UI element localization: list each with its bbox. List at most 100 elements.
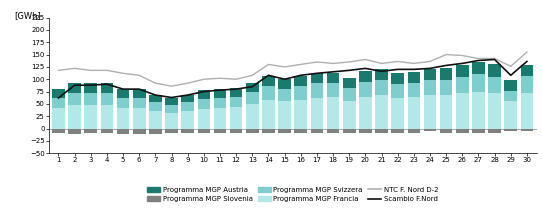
Bar <box>246 104 259 129</box>
Bar <box>327 73 339 83</box>
Bar <box>52 129 65 132</box>
Bar <box>85 129 97 132</box>
Bar <box>311 129 323 132</box>
Bar <box>214 89 227 98</box>
Bar <box>359 82 372 97</box>
Bar <box>68 83 81 93</box>
Bar <box>165 105 178 113</box>
Bar <box>359 129 372 132</box>
Bar <box>520 129 533 131</box>
Bar <box>133 129 146 134</box>
Bar <box>230 88 242 97</box>
Bar <box>68 129 81 134</box>
Bar <box>182 102 194 111</box>
Bar <box>505 80 517 91</box>
Bar <box>505 91 517 101</box>
Bar <box>246 129 259 132</box>
Bar <box>230 97 242 107</box>
Bar <box>520 65 533 76</box>
Bar <box>505 129 517 131</box>
Bar <box>311 83 323 98</box>
Legend: Programma MGP Austria, Programma MGP Slovenia, Programma MGP Svizzera, Programma: Programma MGP Austria, Programma MGP Slo… <box>147 187 438 202</box>
Bar <box>278 129 291 132</box>
Bar <box>327 83 339 97</box>
Bar <box>149 102 162 111</box>
Bar <box>408 83 420 97</box>
Bar <box>294 86 307 100</box>
Bar <box>52 98 65 108</box>
Bar <box>85 93 97 105</box>
Bar <box>488 93 501 129</box>
Bar <box>294 129 307 132</box>
Bar <box>68 105 81 129</box>
Bar <box>230 107 242 129</box>
Bar <box>440 95 453 129</box>
Bar <box>230 129 242 132</box>
Bar <box>117 89 130 98</box>
Bar <box>165 129 178 132</box>
Bar <box>456 77 469 93</box>
Bar <box>262 86 275 100</box>
Bar <box>117 98 130 108</box>
Bar <box>520 76 533 93</box>
Bar <box>408 97 420 129</box>
Bar <box>165 97 178 105</box>
Bar <box>117 108 130 129</box>
Bar <box>391 84 404 98</box>
Bar <box>472 129 485 132</box>
Bar <box>375 129 388 132</box>
Bar <box>440 129 453 132</box>
Bar <box>165 113 178 129</box>
Text: [GWh]: [GWh] <box>15 11 41 20</box>
Bar <box>424 129 436 131</box>
Bar <box>375 95 388 129</box>
Bar <box>472 62 485 74</box>
Bar <box>214 129 227 132</box>
Bar <box>488 77 501 93</box>
Bar <box>456 93 469 129</box>
Bar <box>133 98 146 108</box>
Bar <box>149 111 162 129</box>
Bar <box>424 80 436 95</box>
Bar <box>408 129 420 132</box>
Bar <box>262 100 275 129</box>
Bar <box>343 101 356 129</box>
Bar <box>391 129 404 132</box>
Bar <box>327 129 339 132</box>
Bar <box>424 69 436 80</box>
Bar <box>311 73 323 83</box>
Bar <box>182 95 194 102</box>
Bar <box>197 99 210 109</box>
Bar <box>278 101 291 129</box>
Bar <box>359 97 372 129</box>
Bar <box>133 89 146 98</box>
Bar <box>440 80 453 95</box>
Bar <box>359 71 372 82</box>
Bar <box>520 93 533 129</box>
Bar <box>262 76 275 86</box>
Bar <box>505 101 517 129</box>
Bar <box>488 64 501 77</box>
Bar <box>85 105 97 129</box>
Bar <box>391 98 404 129</box>
Bar <box>262 129 275 132</box>
Bar <box>294 100 307 129</box>
Bar <box>214 98 227 108</box>
Bar <box>408 72 420 83</box>
Bar <box>52 89 65 98</box>
Bar <box>197 90 210 99</box>
Bar <box>375 80 388 95</box>
Bar <box>246 92 259 104</box>
Bar <box>101 83 113 93</box>
Bar <box>52 108 65 129</box>
Bar <box>488 129 501 132</box>
Bar <box>391 73 404 84</box>
Bar <box>149 129 162 134</box>
Bar <box>456 65 469 77</box>
Bar <box>182 129 194 132</box>
Bar <box>472 74 485 92</box>
Bar <box>278 89 291 101</box>
Bar <box>343 129 356 132</box>
Bar <box>214 108 227 129</box>
Bar <box>101 129 113 132</box>
